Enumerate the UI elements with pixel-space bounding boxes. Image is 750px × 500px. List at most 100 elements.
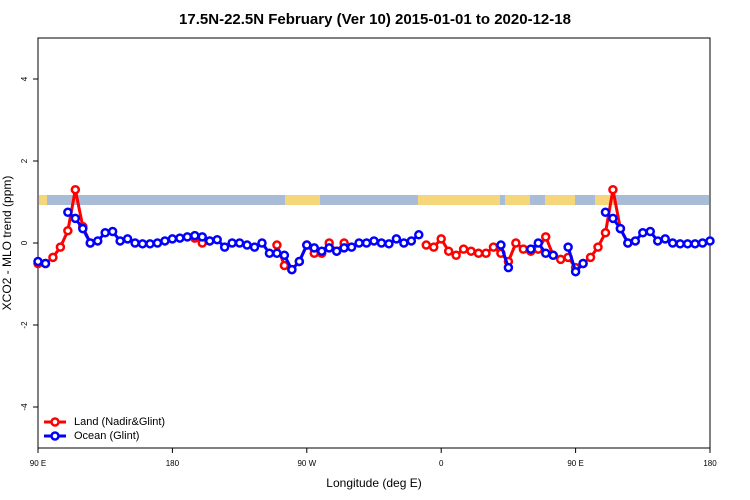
data-point [608,213,618,224]
data-point [227,238,237,248]
data-point [242,240,252,250]
data-point [92,236,103,246]
data-point [675,239,685,249]
data-point [466,246,476,256]
data-point [623,238,633,248]
data-point [682,239,693,249]
data-point [488,242,499,252]
data-point [391,234,402,244]
y-tick-label: -2 [20,321,29,329]
data-point [70,213,81,224]
data-point [443,246,454,256]
data-point [33,256,43,267]
data-point [660,234,670,244]
data-point [316,246,327,256]
data-point [339,243,349,253]
map-strip [39,195,709,205]
data-point [630,236,641,246]
data-point [107,226,118,237]
data-point [399,238,409,248]
data-point [570,266,581,277]
data-point [608,184,618,195]
data-point [638,228,648,238]
data-point [593,242,603,252]
x-tick-label: 90 E [567,459,583,468]
legend-marker [50,417,60,427]
data-point [137,239,148,249]
x-tick-label: 180 [166,459,180,468]
chart-title: 17.5N-22.5N February (Ver 10) 2015-01-01… [179,11,571,28]
data-point [257,238,267,248]
data-point [451,250,461,261]
data-point [600,228,611,238]
data-point [421,240,432,250]
data-point [279,250,290,261]
data-point [600,207,611,217]
data-point [302,240,312,250]
data-point [481,248,491,258]
data-point [272,248,282,258]
data-point [264,248,275,258]
data-point [272,240,282,250]
data-point [100,228,110,238]
data-point [473,248,484,258]
data-point [563,242,573,252]
data-point [152,238,163,248]
data-point [130,238,140,248]
data-point [555,254,566,265]
land-strip [418,195,500,205]
data-point [511,238,521,248]
data-point [518,244,529,254]
data-point [48,252,58,263]
data-point [503,262,514,273]
data-point [294,256,305,267]
data-point [167,234,178,244]
data-point [496,240,506,250]
data-point [249,242,260,252]
data-point [287,264,297,275]
legend-label: Land (Nadir&Glint) [74,416,165,428]
data-point [414,230,424,240]
data-point [667,238,678,248]
y-tick-label: 2 [20,158,29,163]
data-point [331,246,342,256]
data-point [40,258,51,269]
data-point [63,207,73,217]
y-tick-label: 0 [20,240,29,245]
x-tick-label: 180 [703,459,717,468]
land-strip [505,195,530,205]
data-point [309,243,320,253]
data-point [115,236,125,246]
data-point [70,184,81,195]
data-point [145,239,155,249]
land-strip [39,195,47,205]
y-axis-label: XCO2 - MLO trend (ppm) [0,176,14,311]
x-tick-label: 90 W [297,459,316,468]
y-tick-label: 4 [20,76,29,81]
data-point [384,239,394,249]
data-point [234,238,245,248]
data-point [428,242,439,252]
data-point [354,238,364,248]
data-point [690,239,700,249]
data-point [652,236,663,246]
data-point [406,236,417,246]
x-axis-label: Longitude (deg E) [326,476,421,490]
data-point [346,242,357,252]
data-point [197,232,208,242]
data-point [78,223,88,234]
data-point [204,236,215,246]
data-point [540,232,551,242]
ocean-strip [39,195,709,205]
x-tick-label: 90 E [30,459,46,468]
data-point [85,238,96,248]
data-point [175,233,185,243]
data-point [615,223,626,234]
y-tick-label: -4 [20,403,29,411]
legend-marker [50,431,60,441]
data-point [122,234,133,244]
x-tick-label: 0 [439,459,444,468]
data-point [540,248,551,258]
data-point [548,250,558,261]
data-point [705,236,715,246]
